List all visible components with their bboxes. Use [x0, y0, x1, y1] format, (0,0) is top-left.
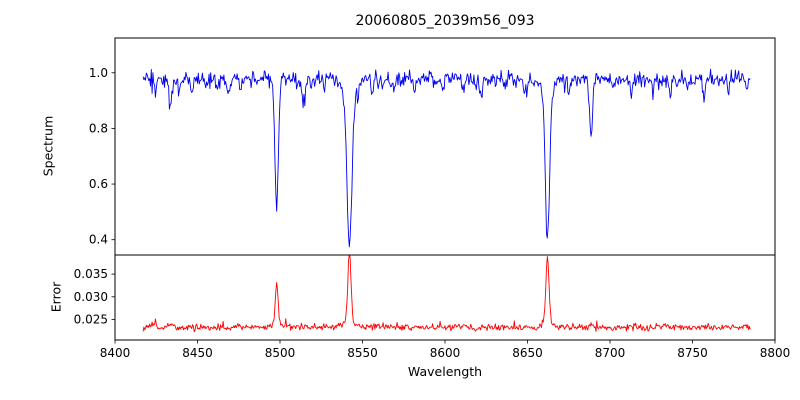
- x-tick-label: 8450: [182, 346, 213, 360]
- error-line: [142, 255, 751, 333]
- x-tick-label: 8400: [100, 346, 131, 360]
- x-tick-label: 8700: [595, 346, 626, 360]
- top-panel-frame: [114, 37, 776, 256]
- x-tick-label: 8650: [512, 346, 543, 360]
- x-tick-label: 8800: [760, 346, 791, 360]
- y-tick-label: 1.0: [89, 66, 108, 80]
- x-tick-label: 8550: [347, 346, 378, 360]
- xlabel: Wavelength: [407, 364, 483, 379]
- x-tick-label: 8600: [430, 346, 461, 360]
- y-tick-label: 0.030: [74, 290, 108, 304]
- y-tick-label: 0.6: [89, 177, 108, 191]
- chart-title: 20060805_2039m56_093: [355, 13, 535, 29]
- spectrum-line: [142, 68, 751, 248]
- y-tick-label: 0.4: [89, 233, 108, 247]
- y-tick-label: 0.025: [74, 313, 108, 327]
- y-tick-label: 0.035: [74, 267, 108, 281]
- y-tick-label: 0.8: [89, 121, 108, 135]
- x-tick-label: 8500: [265, 346, 296, 360]
- x-tick-label: 8750: [677, 346, 708, 360]
